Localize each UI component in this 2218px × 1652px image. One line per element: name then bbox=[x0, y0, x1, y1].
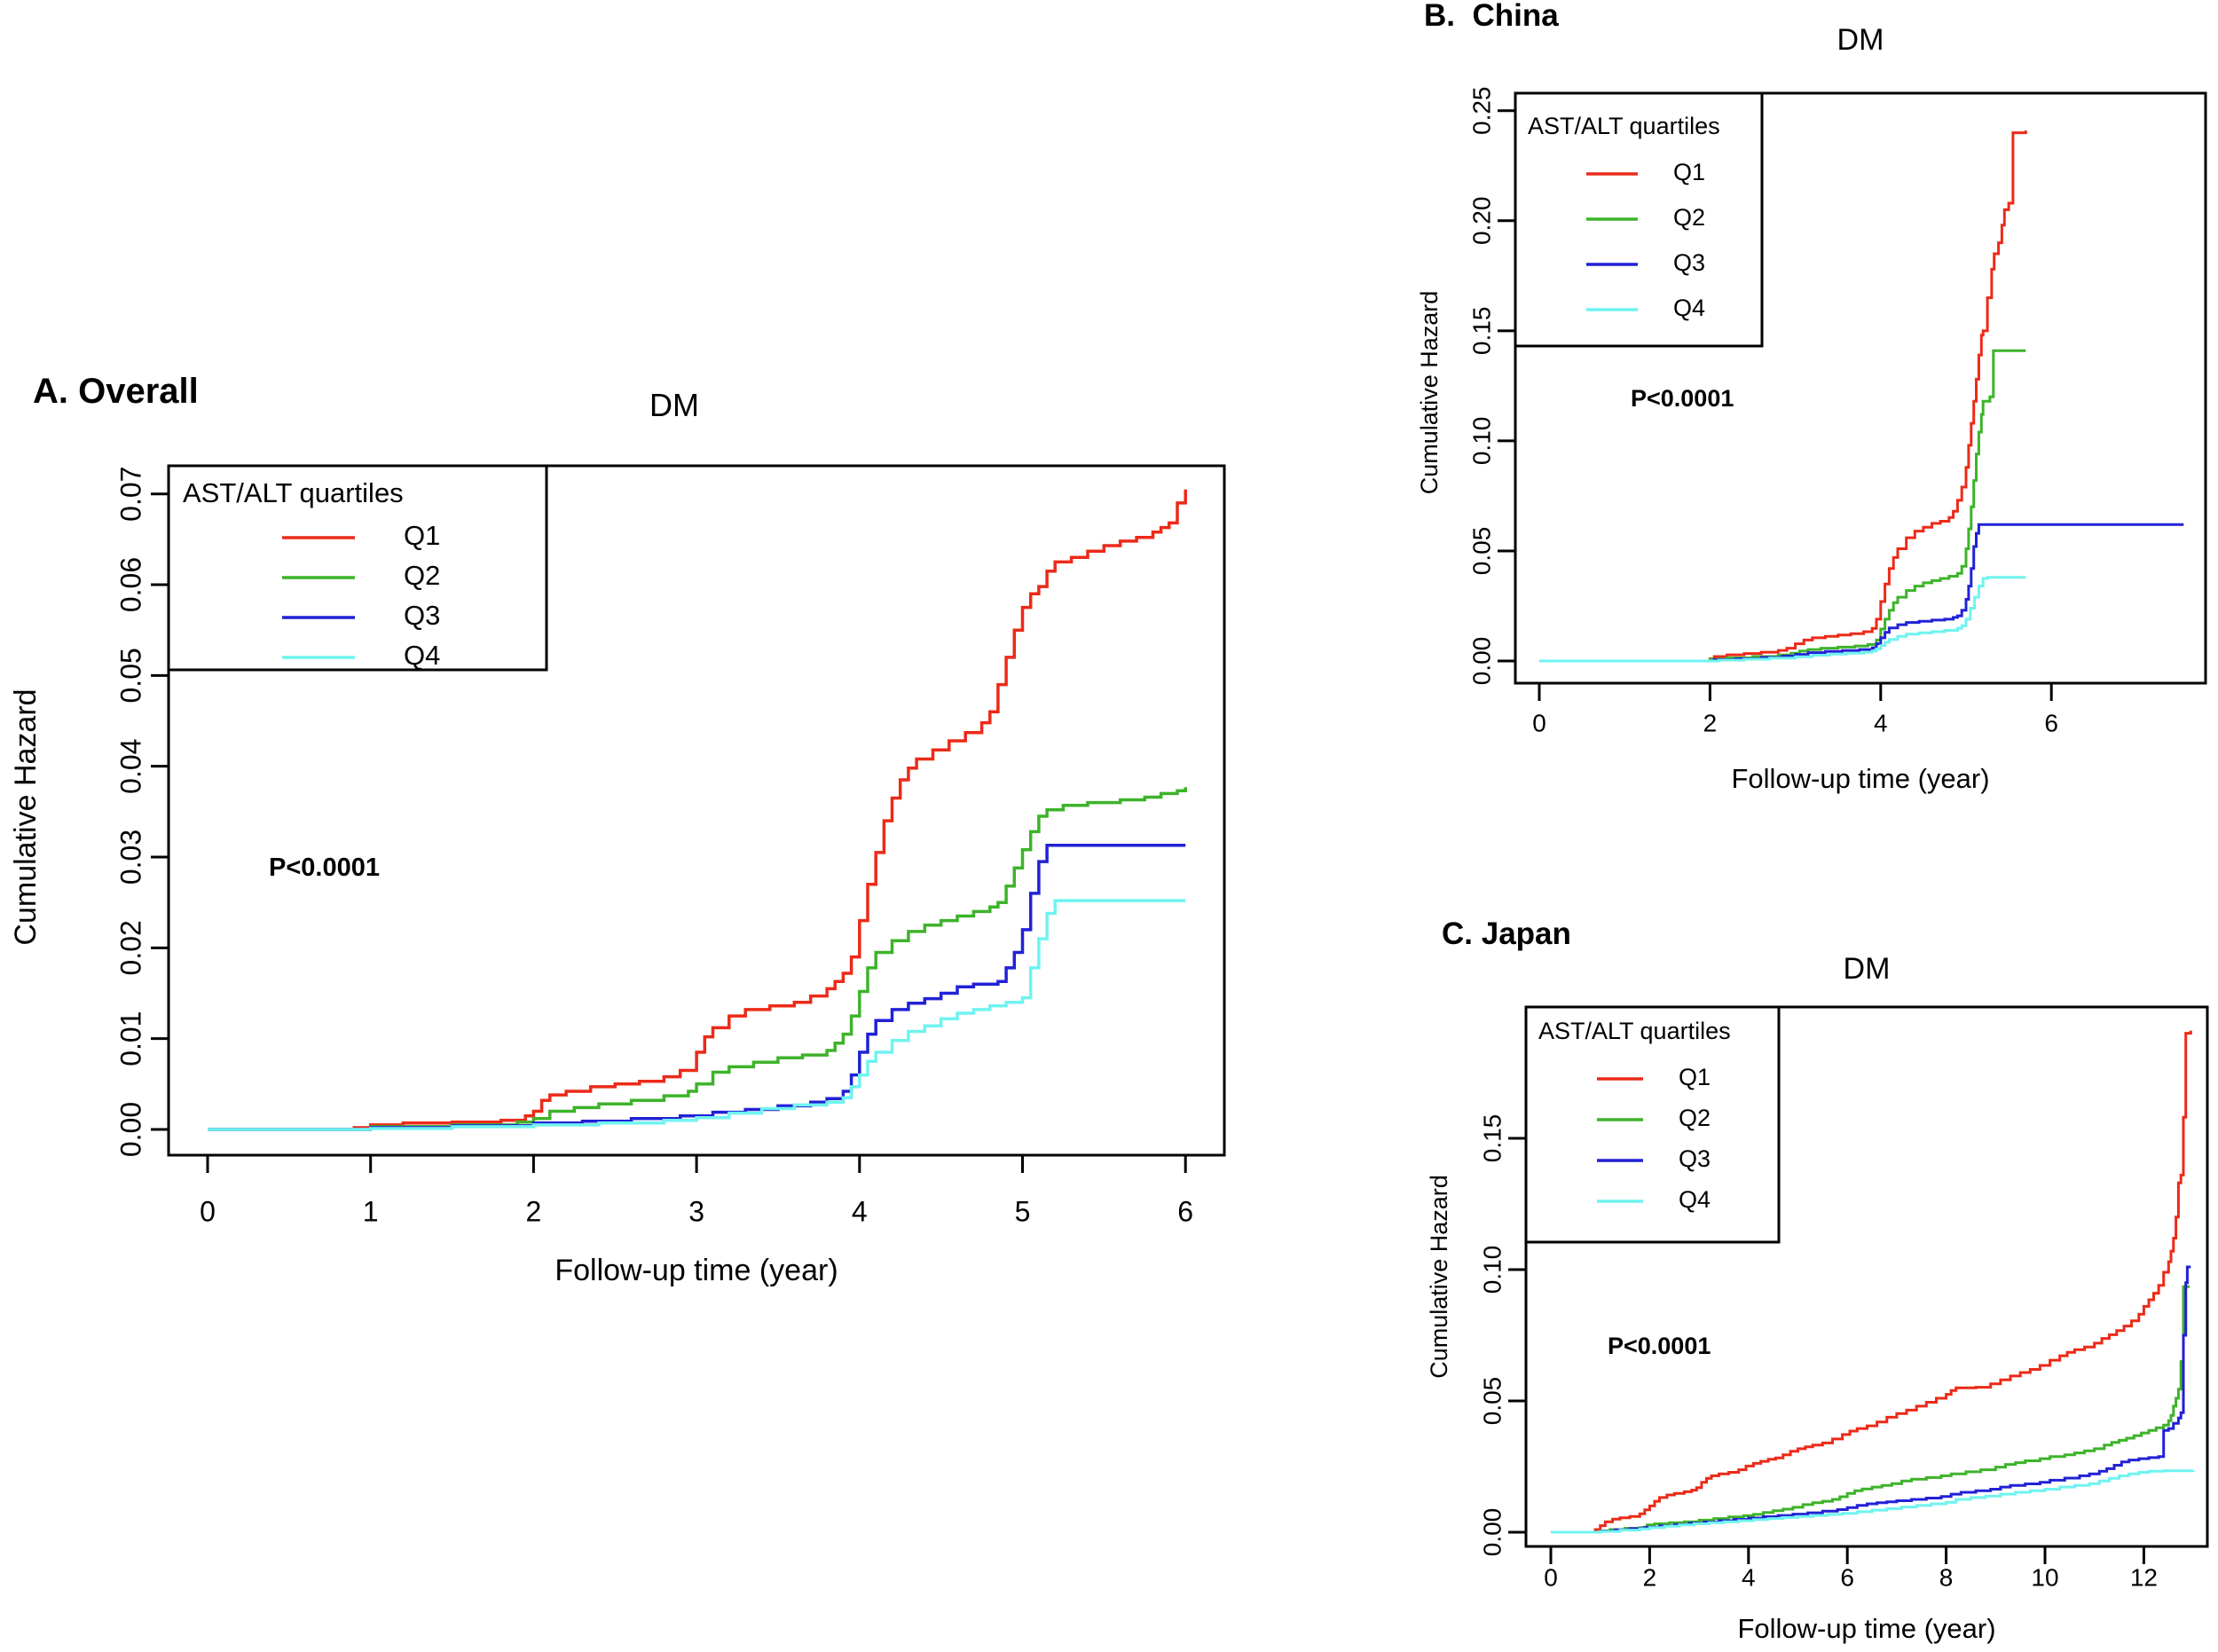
y-tick-label-china: 0.15 bbox=[1467, 307, 1495, 356]
y-tick-label-overall: 0.02 bbox=[114, 920, 146, 975]
y-tick-label-overall: 0.01 bbox=[114, 1011, 146, 1066]
y-tick-label-japan: 0.15 bbox=[1478, 1114, 1506, 1163]
legend-entry-label-overall-Q3: Q3 bbox=[404, 600, 440, 631]
y-tick-label-overall: 0.04 bbox=[114, 739, 146, 794]
y-tick-label-overall: 0.06 bbox=[114, 557, 146, 612]
curve-overall-Q3 bbox=[208, 843, 1186, 1131]
panel-a-p-value: P<0.0001 bbox=[269, 854, 380, 882]
legend-entry-label-overall-Q2: Q2 bbox=[404, 560, 440, 591]
legend-box-china bbox=[1514, 91, 1764, 348]
y-tick-label-japan: 0.05 bbox=[1478, 1377, 1506, 1426]
x-tick-label-japan: 8 bbox=[1939, 1563, 1954, 1591]
panel-a-y-axis-label: Cumulative Hazard bbox=[9, 688, 43, 946]
legend-entry-label-japan-Q2: Q2 bbox=[1679, 1105, 1711, 1131]
panel-b-label: B. China bbox=[1424, 0, 1559, 33]
y-tick-label-china: 0.20 bbox=[1467, 197, 1495, 245]
legend-entry-label-china-Q1: Q1 bbox=[1673, 159, 1705, 185]
plot-box-china bbox=[1514, 91, 2207, 685]
y-tick-label-japan: 0.00 bbox=[1478, 1508, 1506, 1557]
y-tick-label-china: 0.25 bbox=[1467, 87, 1495, 136]
x-tick-label-japan: 12 bbox=[2130, 1563, 2158, 1591]
curve-japan-Q1 bbox=[1551, 1030, 2192, 1534]
panel-b-x-axis-label: Follow-up time (year) bbox=[1731, 763, 1990, 794]
panel-b-y-axis-label: Cumulative Hazard bbox=[1416, 290, 1443, 495]
panel-b-legend-title: AST/ALT quartiles bbox=[1528, 113, 1720, 139]
panel-a-legend-title: AST/ALT quartiles bbox=[183, 477, 404, 508]
legend-entry-label-china-Q2: Q2 bbox=[1673, 204, 1705, 231]
x-tick-label-japan: 2 bbox=[1643, 1563, 1657, 1591]
curve-china-Q2 bbox=[1539, 349, 2026, 663]
curve-china-Q1 bbox=[1539, 130, 2027, 663]
legend-entry-label-overall-Q1: Q1 bbox=[404, 520, 440, 551]
curve-overall-Q1 bbox=[208, 489, 1187, 1131]
x-tick-label-overall: 2 bbox=[526, 1195, 542, 1227]
panel-b-p-value: P<0.0001 bbox=[1631, 385, 1734, 412]
curve-japan-Q2 bbox=[1551, 1285, 2190, 1534]
y-tick-label-overall: 0.03 bbox=[114, 830, 146, 885]
y-tick-label-china: 0.10 bbox=[1467, 417, 1495, 466]
panel-a-x-axis-label: Follow-up time (year) bbox=[554, 1254, 838, 1287]
curve-overall-Q2 bbox=[208, 787, 1187, 1131]
x-tick-label-china: 4 bbox=[1874, 709, 1888, 736]
x-tick-label-japan: 0 bbox=[1544, 1563, 1558, 1591]
legend-box-japan bbox=[1524, 1005, 1781, 1244]
panel-c-legend-title: AST/ALT quartiles bbox=[1538, 1018, 1731, 1044]
panel-c-title: DM bbox=[1843, 952, 1891, 986]
x-tick-label-china: 6 bbox=[2044, 709, 2058, 736]
y-tick-label-overall: 0.07 bbox=[114, 467, 146, 522]
x-tick-label-china: 0 bbox=[1532, 709, 1546, 736]
x-tick-label-overall: 1 bbox=[363, 1195, 379, 1227]
x-tick-label-overall: 5 bbox=[1015, 1195, 1031, 1227]
legend-entry-label-china-Q3: Q3 bbox=[1673, 249, 1705, 276]
legend-entry-label-japan-Q1: Q1 bbox=[1679, 1064, 1711, 1090]
panel-a-title: DM bbox=[649, 387, 699, 423]
x-tick-label-china: 2 bbox=[1703, 709, 1718, 736]
curve-china-Q4 bbox=[1539, 576, 2026, 663]
panel-c-y-axis-label: Cumulative Hazard bbox=[1426, 1175, 1452, 1379]
x-tick-label-overall: 6 bbox=[1177, 1195, 1193, 1227]
plot-box-japan bbox=[1524, 1005, 2209, 1548]
panel-c-label: C. Japan bbox=[1442, 916, 1571, 951]
x-tick-label-japan: 10 bbox=[2031, 1563, 2058, 1591]
x-tick-label-overall: 4 bbox=[852, 1195, 868, 1227]
x-tick-label-overall: 3 bbox=[688, 1195, 704, 1227]
y-tick-label-china: 0.05 bbox=[1467, 527, 1495, 576]
curve-japan-Q3 bbox=[1551, 1265, 2191, 1534]
curve-china-Q3 bbox=[1539, 523, 2184, 663]
x-tick-label-overall: 0 bbox=[200, 1195, 216, 1227]
legend-box-overall bbox=[167, 464, 548, 672]
panel-c-x-axis-label: Follow-up time (year) bbox=[1737, 1613, 1996, 1644]
y-tick-label-china: 0.00 bbox=[1467, 637, 1495, 686]
legend-entry-label-china-Q4: Q4 bbox=[1673, 295, 1705, 321]
y-tick-label-japan: 0.10 bbox=[1478, 1246, 1506, 1294]
x-tick-label-japan: 6 bbox=[1840, 1563, 1854, 1591]
x-tick-label-japan: 4 bbox=[1742, 1563, 1756, 1591]
legend-entry-label-japan-Q3: Q3 bbox=[1679, 1145, 1711, 1172]
panel-c-p-value: P<0.0001 bbox=[1608, 1333, 1711, 1359]
panel-b-title: DM bbox=[1837, 23, 1884, 57]
y-tick-label-overall: 0.00 bbox=[114, 1102, 146, 1157]
legend-entry-label-overall-Q4: Q4 bbox=[404, 640, 440, 671]
y-tick-label-overall: 0.05 bbox=[114, 648, 146, 703]
legend-entry-label-japan-Q4: Q4 bbox=[1679, 1186, 1711, 1213]
panel-a-label: A. Overall bbox=[33, 372, 199, 411]
curve-overall-Q4 bbox=[208, 899, 1186, 1131]
curve-japan-Q4 bbox=[1551, 1469, 2195, 1534]
